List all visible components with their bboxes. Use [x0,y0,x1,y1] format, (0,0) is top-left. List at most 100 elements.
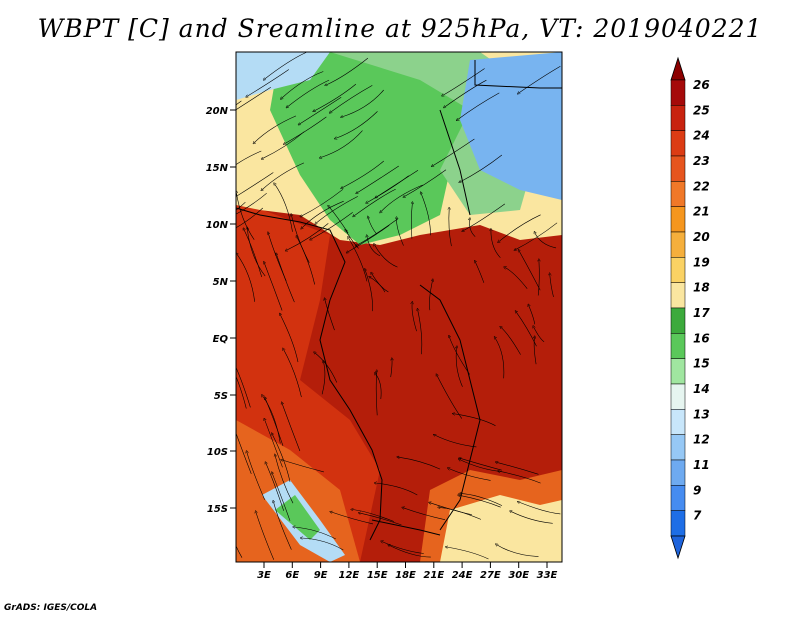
lon-label: 27E [480,570,501,581]
green-zone-north [270,52,480,245]
streamline [499,214,541,242]
colorbar-swatch [670,307,686,334]
streamline [265,398,284,446]
blue-zone-northeast [460,52,562,200]
streamline [329,206,349,234]
colorbar-swatch [670,434,686,461]
streamline [236,207,264,229]
colorbar: 26 25 24 23 22 21 20 19 18 17 16 15 14 13 12 11 9 7 [670,56,710,560]
streamline [463,203,506,231]
lon-label: 30E [508,570,529,581]
colorbar-label: 11 [693,458,710,472]
colorbar-swatch [670,358,686,385]
streamline [470,219,476,237]
streamline [439,507,482,520]
streamline [301,538,344,551]
map-frame [235,51,563,563]
streamlines [236,52,561,560]
streamline [475,261,485,283]
streamline [268,233,287,282]
lat-label: 5N [213,277,229,288]
streamline [236,172,274,197]
streamline [236,545,243,558]
streamline [272,473,291,521]
streamline [515,222,558,250]
coastline [236,60,562,541]
streamline [505,267,528,289]
colorbar-label: 18 [693,281,710,295]
streamline [374,245,398,268]
streamline [398,457,441,470]
lightblue-zone-north [236,52,330,100]
colorbar-label: 14 [693,382,710,396]
streamline [301,189,344,216]
streamline [236,432,252,475]
streamline [352,510,395,522]
streamline [336,111,378,138]
streamline [519,250,541,291]
streamline [236,87,271,111]
colorbar-swatch [670,333,686,359]
streamline [518,502,561,515]
streamline [331,512,374,525]
colorbar-label: 26 [693,78,710,92]
streamline [357,165,399,193]
colorbar-label: 24 [693,129,710,143]
colorbar-label: 12 [693,433,710,447]
lon-label: 18E [395,570,416,581]
footer-credit: GrADS: IGES/COLA [4,603,98,613]
lat-label: 20N [206,106,229,117]
colorbar-label: 21 [693,205,710,219]
temperature-field [236,52,562,562]
streamline [287,79,330,107]
colorbar-swatch [670,485,686,511]
streamline [381,184,423,212]
colorbar-swatch [670,79,686,106]
lon-label: 6E [285,570,299,581]
streamline [311,212,353,239]
lat-label: 15N [206,163,229,174]
colorbar-swatch [670,206,686,233]
colorbar-label: 25 [693,103,710,117]
streamline [447,547,489,560]
streamline [459,495,501,508]
lon-label: 3E [257,570,271,581]
streamline [299,97,342,124]
streamline [236,150,262,166]
streamline [342,160,384,188]
streamline [429,280,432,311]
colorbar-top-arrow [670,56,686,81]
green-zone-southwest [275,495,320,540]
streamline [321,130,363,158]
streamline [499,471,541,484]
streamline [236,100,242,106]
chart-title: WBPT [C] and Sreamline at 925hPa, VT: 20… [37,14,763,43]
streamline [236,192,267,215]
streamline [368,217,377,235]
streamline [347,225,390,252]
streamline [460,460,502,472]
streamline [273,502,292,550]
streamline [236,366,251,408]
lon-label: 9E [314,570,328,581]
streamline [283,349,302,398]
streamline [275,455,294,504]
streamline [403,508,446,520]
streamline [244,229,262,278]
colorbar-swatch [670,231,686,258]
streamline [538,260,539,296]
streamline [518,66,561,93]
streamline [516,312,537,347]
streamline [391,359,392,378]
streamline [497,462,539,475]
colorbar-label: 9 [693,483,701,497]
tan-zone-southeast [440,495,562,562]
streamline [275,184,293,232]
latitude-axis: 20N 15N 10N 5N EQ 5S 10S 15S [206,106,236,515]
streamline [314,83,357,111]
lon-label: 12E [339,570,360,581]
streamline [291,215,310,263]
streamline [348,238,368,282]
streamline [264,52,307,79]
